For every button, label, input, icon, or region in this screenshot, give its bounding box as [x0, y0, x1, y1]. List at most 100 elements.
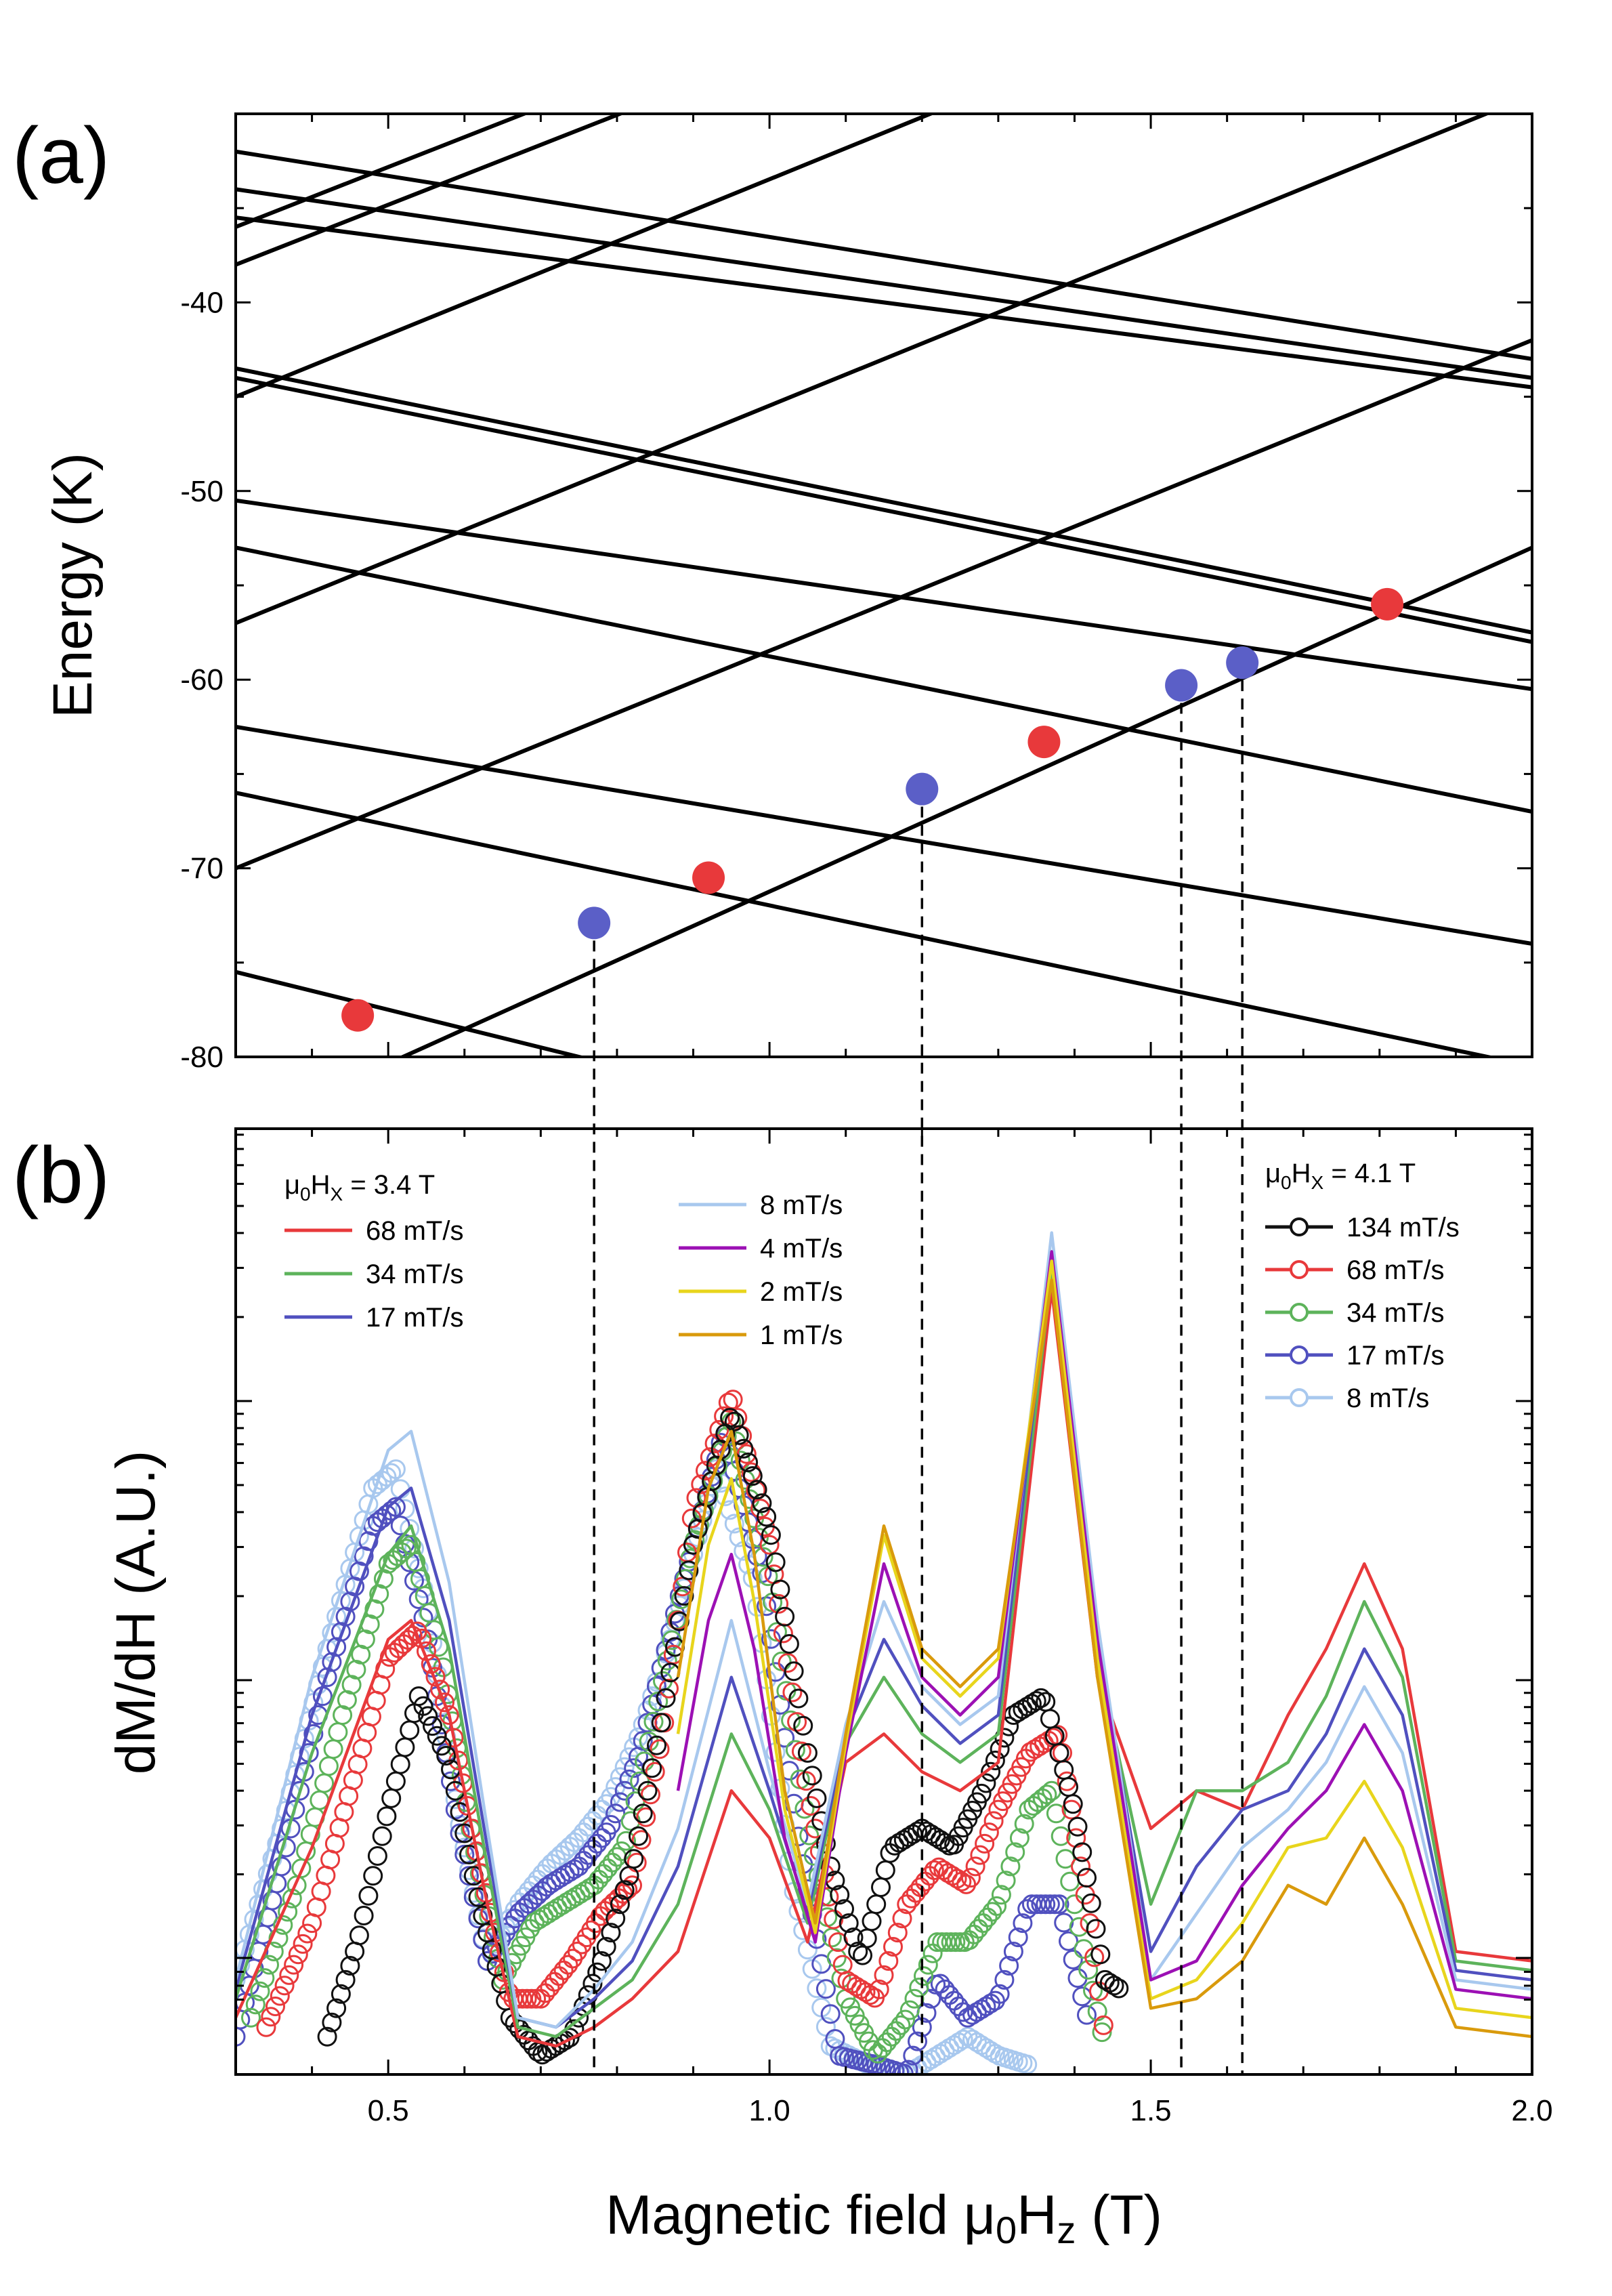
data-point [820, 2004, 841, 2024]
data-point [775, 1728, 795, 1748]
dmdh-curves [236, 1231, 1532, 2074]
data-point [1040, 1709, 1060, 1729]
data-point [757, 1507, 777, 1527]
energy-level-line [236, 114, 1491, 625]
data-point [775, 1606, 795, 1627]
data-point [413, 1696, 433, 1716]
data-point [871, 1877, 891, 1898]
data-point [983, 1811, 1004, 1831]
data-point [249, 1894, 269, 1915]
data-point [875, 1860, 895, 1880]
data-point [824, 1909, 844, 1929]
data-point [245, 1995, 266, 2015]
data-point [1037, 1784, 1057, 1805]
data-point [1090, 1944, 1111, 1965]
data-point [430, 1679, 450, 1700]
series-line [676, 1278, 1532, 2039]
data-point [769, 1593, 789, 1614]
panel-label-b: (b) [12, 1131, 110, 1220]
data-point [784, 1661, 804, 1682]
data-point [261, 2007, 281, 2027]
data-point [400, 1720, 420, 1740]
data-point [651, 1713, 671, 1733]
data-point [596, 1937, 616, 1957]
data-point [312, 1656, 333, 1677]
legend-label: 17 mT/s [366, 1303, 463, 1333]
data-point [439, 1705, 459, 1725]
dmdh-axis-title: dM/dH (A.U.) [105, 1450, 167, 1774]
guide-lines [593, 680, 1244, 2074]
energy-level-line [236, 498, 1532, 692]
crossing-marker-red [1371, 587, 1404, 621]
energy-level-line [398, 545, 1532, 1057]
data-point [270, 1986, 290, 2006]
data-point [591, 1828, 612, 1848]
crossing-marker-blue [1165, 669, 1198, 702]
data-point [641, 1784, 660, 1805]
data-point [866, 1894, 887, 1915]
data-point [463, 1887, 484, 1907]
data-point [979, 1822, 999, 1843]
data-point [636, 1807, 656, 1827]
data-point [874, 1965, 894, 1985]
data-point [284, 1955, 304, 1975]
data-point [982, 1902, 1002, 1922]
data-point [385, 1771, 406, 1791]
data-point [899, 2000, 920, 2020]
data-point [718, 1392, 738, 1413]
data-point [704, 1434, 725, 1454]
crossing-marker-red [341, 999, 375, 1032]
data-point [610, 1792, 630, 1812]
energy-level-line [236, 187, 1532, 380]
energy-level-line [236, 969, 588, 1057]
series-circles [256, 1390, 1113, 2037]
data-point [674, 1586, 694, 1606]
field-axis-title: Magnetic field μ0Hz (T) [606, 2184, 1162, 2251]
legend-left-title: μ0HX = 3.4 T [284, 1170, 435, 1205]
data-point [288, 1944, 308, 1965]
data-point [987, 1896, 1007, 1916]
data-point [724, 1411, 744, 1432]
data-point [797, 1742, 818, 1763]
data-point [314, 1773, 335, 1793]
data-point [820, 1856, 841, 1877]
energy-level-line [236, 724, 1532, 946]
legend-label: 8 mT/s [760, 1190, 843, 1220]
data-point [381, 1463, 402, 1483]
data-point [729, 1527, 749, 1547]
data-point [361, 1707, 381, 1727]
data-point [742, 1466, 763, 1486]
data-point [1086, 1919, 1106, 1939]
legend-label: 34 mT/s [366, 1259, 463, 1289]
data-point [1077, 2005, 1097, 2025]
data-point [601, 1923, 621, 1943]
data-point [1059, 1931, 1078, 1951]
data-point [1017, 1899, 1038, 1919]
data-point [326, 1998, 347, 2018]
data-point [830, 1885, 850, 1905]
data-point [885, 2060, 905, 2074]
data-point [645, 1761, 665, 1782]
data-point [293, 1934, 313, 1954]
data-point [994, 1969, 1015, 1990]
data-point [1069, 1917, 1089, 1937]
data-point [747, 1480, 767, 1500]
crossing-marker-blue [578, 906, 611, 940]
data-point [367, 1846, 387, 1866]
data-point [761, 1629, 781, 1649]
data-point [316, 1865, 336, 1885]
data-point [724, 1514, 744, 1534]
data-point [441, 1771, 461, 1791]
data-point [730, 1450, 750, 1471]
legend-label: 4 mT/s [760, 1234, 843, 1264]
data-point [272, 1856, 292, 1877]
x-tick-label: 0.5 [368, 2094, 409, 2127]
data-point [965, 1856, 985, 1877]
data-point [642, 1758, 662, 1778]
data-point [633, 1803, 653, 1824]
data-point [909, 1978, 929, 1998]
data-point [1044, 1894, 1065, 1915]
data-point [1080, 1913, 1100, 1934]
data-point [1005, 1842, 1025, 1862]
data-point [274, 1976, 295, 1996]
